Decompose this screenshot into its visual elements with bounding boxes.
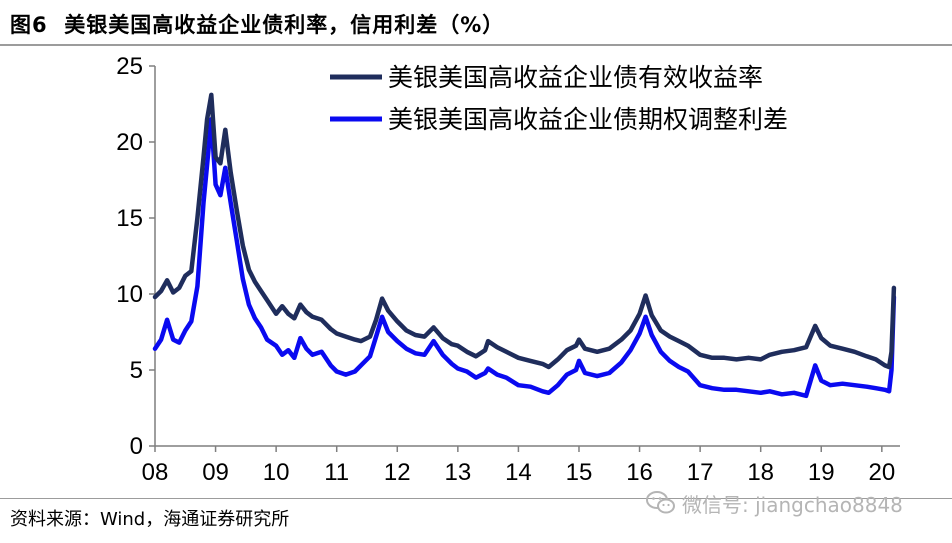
y-tick-label: 25	[116, 53, 143, 80]
source-divider	[0, 498, 952, 499]
series-line-1	[152, 92, 897, 370]
x-tick-label: 15	[566, 459, 593, 486]
y-tick-label: 5	[130, 357, 143, 384]
title-divider	[0, 44, 952, 46]
series-line-2	[152, 116, 897, 399]
x-tick-label: 14	[505, 459, 532, 486]
y-tick-label: 20	[116, 129, 143, 156]
y-tick-label: 0	[130, 433, 143, 460]
watermark-text: 微信号: jiangchao8848	[682, 492, 903, 517]
figure-title: 图6 美银美国高收益企业债利率，信用利差（%）	[10, 9, 504, 39]
figure-label: 图6	[10, 13, 48, 37]
watermark: 微信号: jiangchao8848	[646, 488, 903, 518]
figure-title-text: 美银美国高收益企业债利率，信用利差（%）	[64, 13, 505, 37]
source-note: 资料来源：Wind，海通证券研究所	[10, 509, 290, 530]
x-tick-label: 18	[747, 459, 774, 486]
x-tick-label: 17	[687, 459, 714, 486]
x-tick-label: 12	[384, 459, 411, 486]
figure-title-bar: 图6 美银美国高收益企业债利率，信用利差（%）	[0, 0, 952, 44]
x-tick-label: 19	[808, 459, 835, 486]
x-tick-label: 11	[324, 459, 349, 486]
x-tick-label: 16	[626, 459, 653, 486]
x-tick-label: 09	[202, 459, 229, 486]
legend-label-2: 美银美国高收益企业债期权调整利差	[388, 106, 788, 134]
y-tick-label: 10	[116, 281, 143, 308]
x-tick-label: 10	[263, 459, 290, 486]
y-tick-label: 15	[116, 205, 143, 232]
line-chart: 0 5 10 15 20 25 08 09 10 11 12 13 14 15 16 17 18 19 20 美银美国…	[116, 53, 900, 486]
x-tick-label: 20	[868, 459, 895, 486]
wechat-icon	[646, 491, 675, 514]
legend-label-1: 美银美国高收益企业债有效收益率	[388, 64, 763, 92]
x-tick-label: 13	[444, 459, 471, 486]
x-tick-label: 08	[142, 459, 169, 486]
